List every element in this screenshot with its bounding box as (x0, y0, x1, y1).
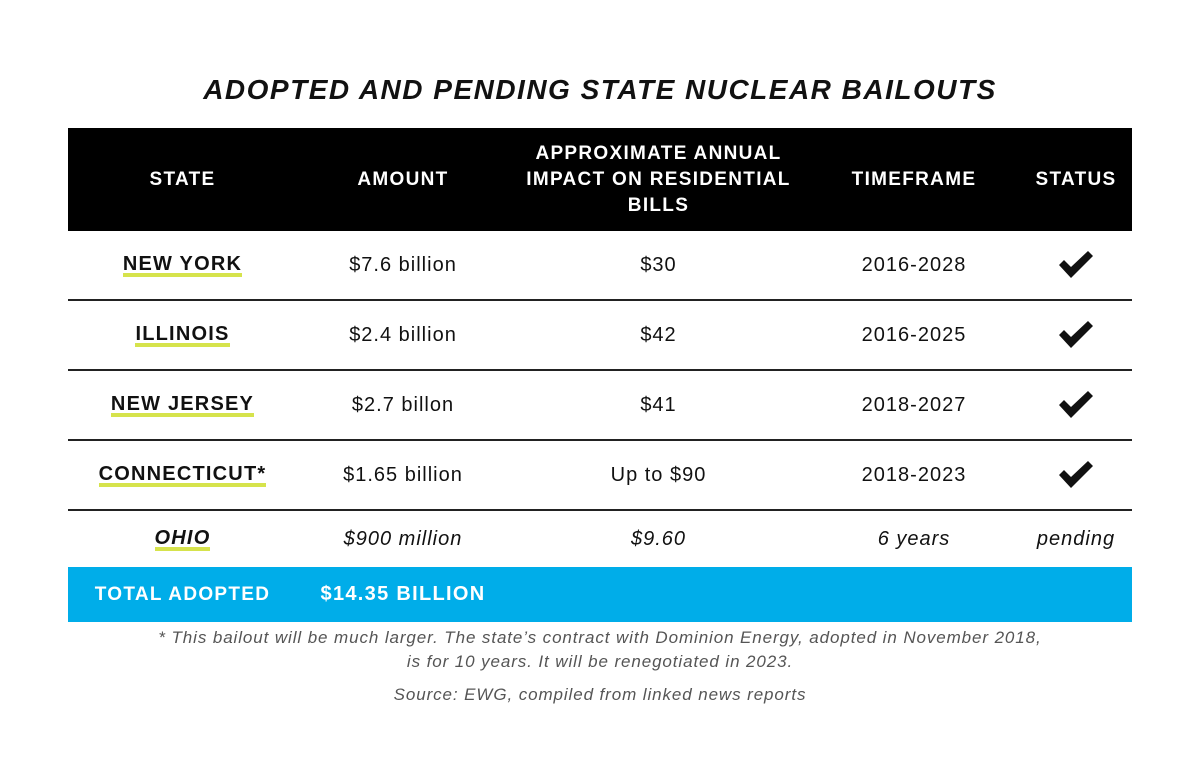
state-cell: CONNECTICUT* (68, 441, 297, 509)
state-cell: OHIO (68, 511, 297, 567)
checkmark-icon (1059, 251, 1093, 278)
table-row: ILLINOIS $2.4 billion $42 2016-2025 (68, 301, 1132, 371)
timeframe-cell: 6 years (877, 527, 951, 550)
status-cell (1020, 371, 1132, 439)
header-status: STATUS (1035, 168, 1117, 190)
header-amount: AMOUNT (357, 168, 449, 190)
impact-cell: $41 (640, 394, 677, 416)
amount-cell: $1.65 billion (343, 463, 463, 486)
state-name: CONNECTICUT* (98, 462, 267, 488)
status-cell (1020, 231, 1132, 299)
total-row: TOTAL ADOPTED $14.35 BILLION (68, 567, 1132, 622)
status-cell: pending (1036, 527, 1116, 550)
timeframe-cell: 2018-2023 (861, 463, 967, 486)
footnote-line-1: * This bailout will be much larger. The … (158, 628, 1042, 647)
impact-cell: $30 (640, 254, 677, 276)
header-state: STATE (149, 168, 216, 190)
amount-cell: $2.4 billion (349, 323, 457, 346)
table-row: NEW JERSEY $2.7 billon $41 2018-2027 (68, 371, 1132, 441)
header-timeframe: TIMEFRAME (851, 168, 977, 190)
table-row: CONNECTICUT* $1.65 billion Up to $90 2018-2… (68, 441, 1132, 511)
table-row: OHIO $900 million $9.60 6 years pending (68, 511, 1132, 567)
state-name: ILLINOIS (135, 322, 230, 348)
status-cell (1020, 441, 1132, 509)
timeframe-cell: 2016-2025 (861, 323, 967, 346)
header-impact-text: APPROXIMATE ANNUAL IMPACT ON RESIDENTIAL… (526, 142, 791, 216)
footnote-line-2: is for 10 years. It will be renegotiated… (406, 652, 794, 671)
total-value: $14.35 BILLION (320, 583, 486, 605)
impact-cell: $42 (640, 324, 677, 346)
state-name: NEW YORK (122, 252, 243, 278)
total-label: TOTAL ADOPTED (94, 583, 271, 605)
checkmark-icon (1059, 321, 1093, 348)
impact-cell: Up to $90 (610, 464, 707, 486)
status-cell (1020, 301, 1132, 369)
state-name: NEW JERSEY (110, 392, 255, 418)
header-impact: APPROXIMATE ANNUAL IMPACT ON RESIDENTIAL… (509, 128, 808, 231)
checkmark-icon (1059, 391, 1093, 418)
table-row: NEW YORK $7.6 billion $30 2016-2028 (68, 231, 1132, 301)
source-note: Source: EWG, compiled from linked news r… (393, 685, 807, 704)
amount-cell: $7.6 billion (349, 253, 457, 276)
state-cell: NEW YORK (68, 231, 297, 299)
amount-cell: $2.7 billon (351, 393, 455, 416)
table-header: STATE AMOUNT APPROXIMATE ANNUAL IMPACT O… (68, 128, 1132, 231)
amount-cell: $900 million (343, 527, 463, 550)
timeframe-cell: 2016-2028 (861, 253, 967, 276)
checkmark-icon (1059, 461, 1093, 488)
bailout-table: STATE AMOUNT APPROXIMATE ANNUAL IMPACT O… (68, 128, 1132, 622)
footnote: * This bailout will be much larger. The … (0, 626, 1200, 674)
timeframe-cell: 2018-2027 (861, 393, 967, 416)
impact-cell: $9.60 (630, 528, 687, 550)
table-body: NEW YORK $7.6 billion $30 2016-2028 ILLINOIS… (68, 231, 1132, 567)
state-name: OHIO (154, 526, 211, 552)
chart-title: ADOPTED AND PENDING STATE NUCLEAR BAILOU… (203, 74, 997, 105)
state-cell: NEW JERSEY (68, 371, 297, 439)
state-cell: ILLINOIS (68, 301, 297, 369)
